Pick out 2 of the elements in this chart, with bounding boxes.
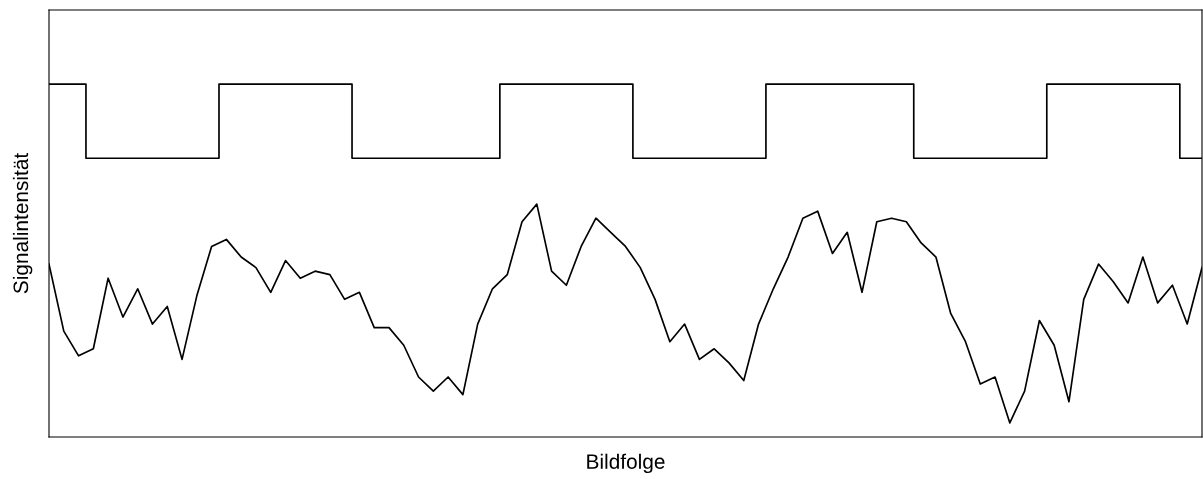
x-axis-title: Bildfolge: [587, 453, 665, 474]
y-axis-title: Signalintensität: [12, 153, 33, 294]
